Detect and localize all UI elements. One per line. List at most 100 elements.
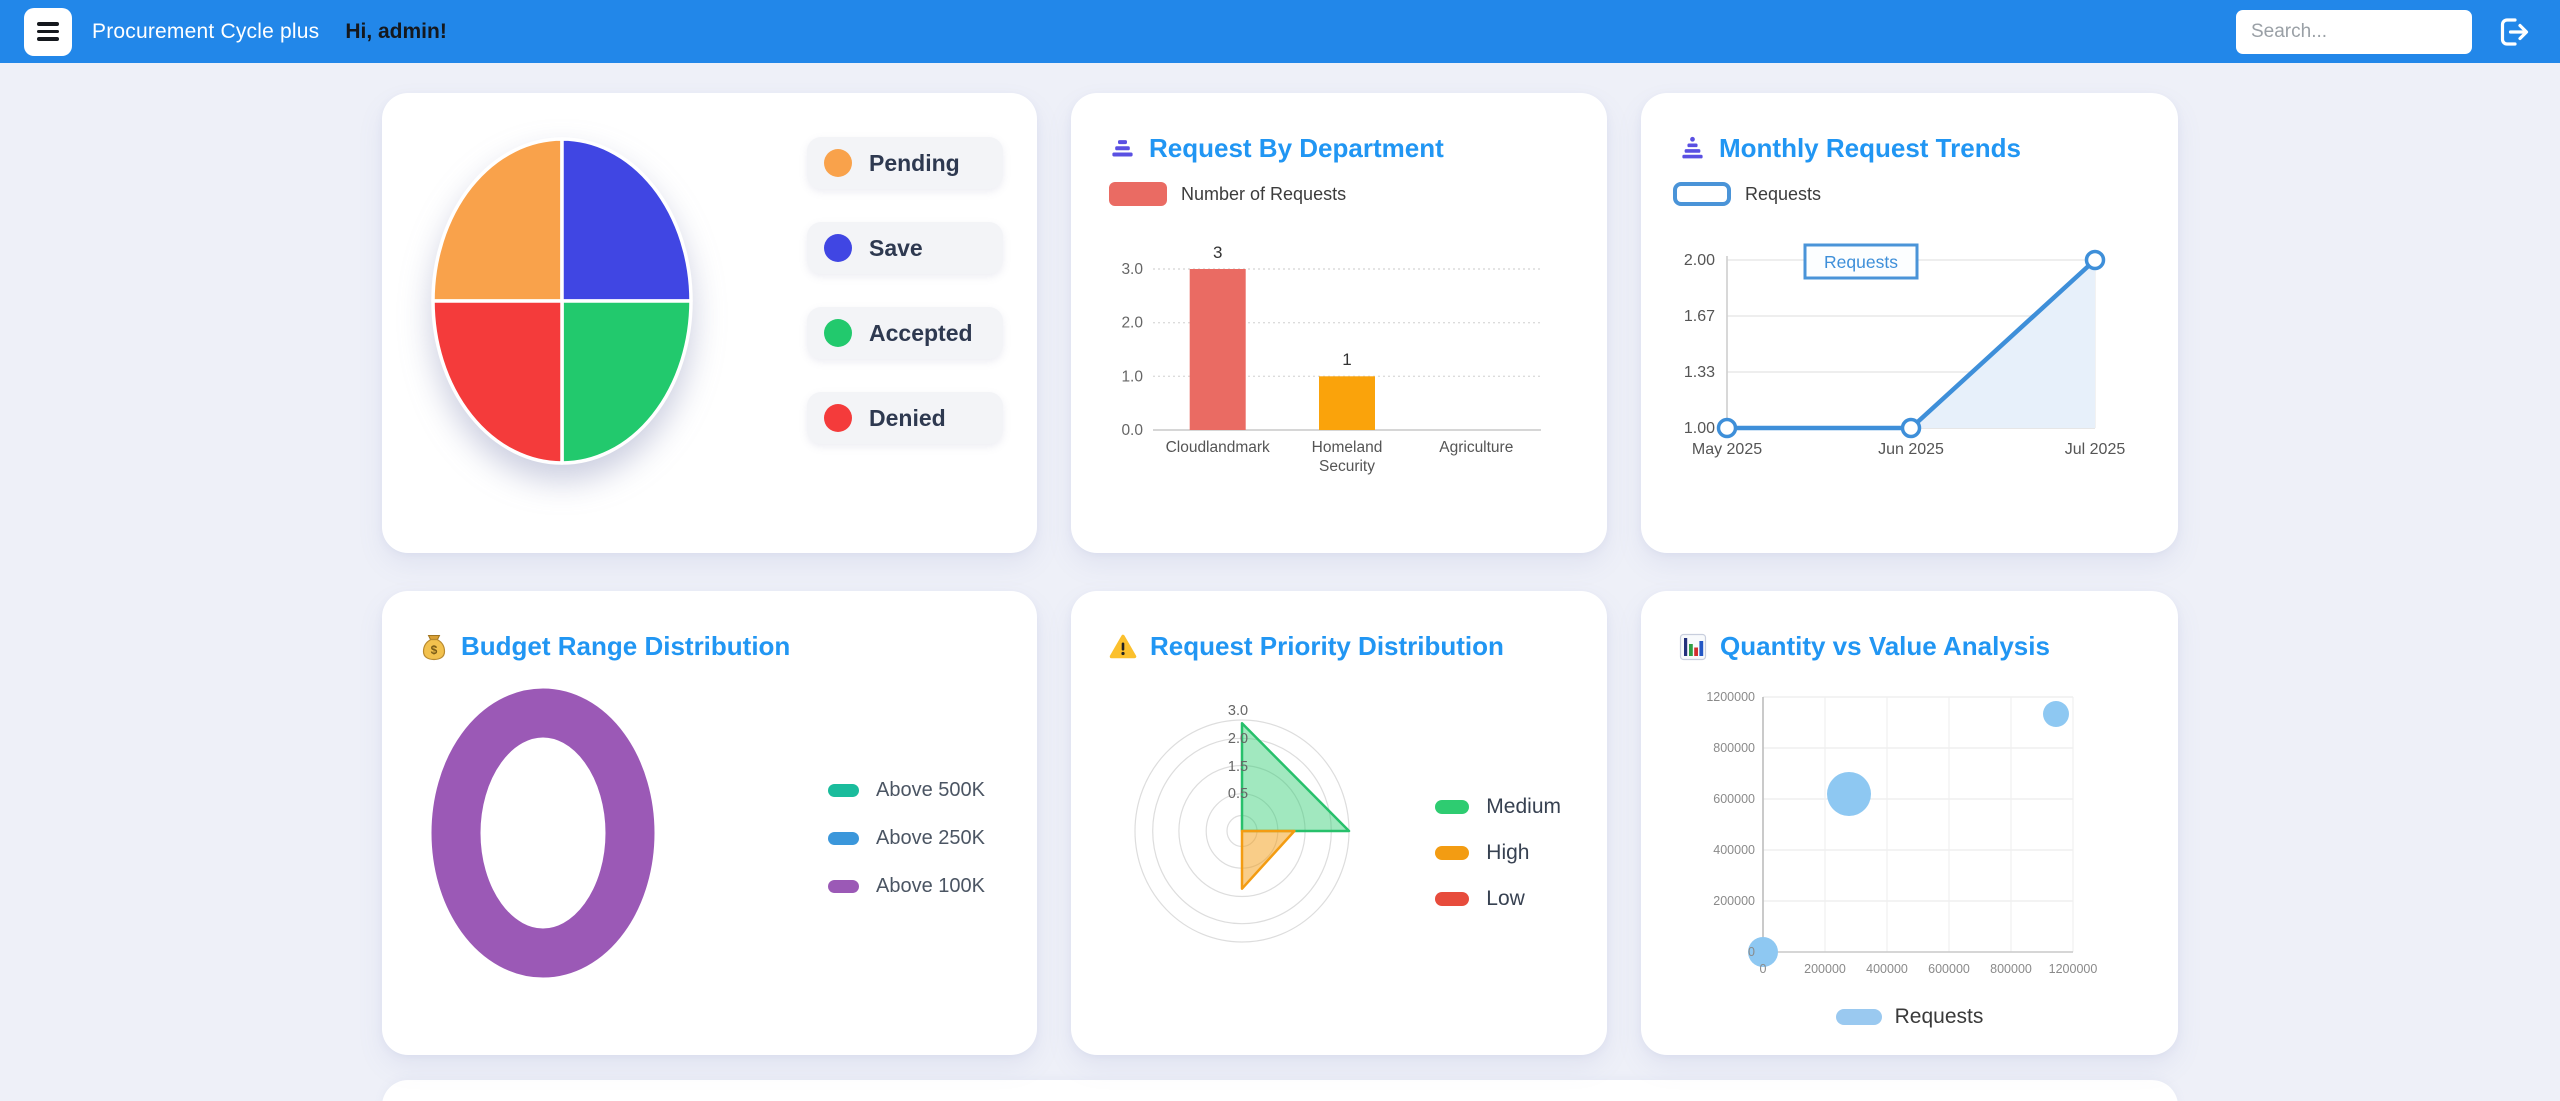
series-medium [1240,722,1351,833]
status-pie-chart [431,137,693,465]
logout-icon [2500,17,2529,46]
pie-slice-denied [431,299,564,465]
top-navbar: Procurement Cycle plus Hi, admin! [0,0,2560,63]
svg-text:600000: 600000 [1928,962,1970,976]
bar-chart-color-icon [1679,633,1707,660]
menu-button[interactable] [24,7,72,56]
logout-button[interactable] [2494,12,2534,52]
bar-cloudlandmark [1189,269,1246,430]
medium-swatch [1435,800,1470,814]
pending-label: Pending [869,149,960,176]
svg-text:800000: 800000 [1990,962,2032,976]
card-title: Request Priority Distribution [1150,631,1504,661]
card-title: Quantity vs Value Analysis [1720,631,2050,661]
requests-swatch [1109,182,1167,206]
legend-above-250k[interactable]: Above 250K [828,827,985,850]
card-budget-range: $ Budget Range Distribution Above 500K A… [382,591,1037,1055]
xtick-cloudlandmark: Cloudlandmark [1166,439,1270,456]
legend-low[interactable]: Low [1435,887,1561,911]
search-box [2236,9,2472,54]
above-100k-swatch [828,880,860,893]
pie-slice-accepted [560,299,693,465]
xtick-jul: Jul 2025 [2065,441,2126,458]
pie-slice-pending [431,137,564,303]
status-legend: Pending Save Accepted Denied [807,137,1003,444]
legend-item-pending[interactable]: Pending [807,137,1003,189]
card-request-priority: Request Priority Distribution 3.0 2.0 1.… [1071,591,1607,1055]
card-title: Request By Department [1149,133,1444,163]
warning-icon [1109,634,1137,658]
search-input[interactable] [2236,9,2472,54]
legend-high[interactable]: High [1435,841,1561,865]
svg-text:1200000: 1200000 [1706,690,1755,704]
area-fill [1727,260,2095,428]
legend-item-save[interactable]: Save [807,222,1003,274]
hamburger-icon [37,22,59,26]
svg-text:3.0: 3.0 [1121,261,1143,278]
pie-slice-save [560,137,693,303]
xtick-agriculture: Agriculture [1439,439,1513,456]
point-jun [1900,417,1922,439]
card-title: Monthly Request Trends [1719,133,2021,163]
bar-chart-legend[interactable]: Number of Requests [1071,164,1607,206]
legend-medium[interactable]: Medium [1435,795,1561,819]
svg-text:1.0: 1.0 [1121,368,1143,385]
accepted-label: Accepted [869,319,973,346]
requests-hollow-swatch [1673,182,1731,206]
xtick-security: Security [1319,458,1375,475]
series-high [1240,829,1296,890]
card-monthly-request-trends: Monthly Request Trends Requests Requests… [1641,93,2178,553]
svg-text:0.5: 0.5 [1228,786,1248,802]
money-bag-icon: $ [422,634,446,660]
bar-homeland-security [1319,376,1375,430]
svg-text:1.5: 1.5 [1228,759,1248,775]
app-title: Procurement Cycle plus [92,19,320,43]
denied-label: Denied [869,404,946,431]
line-chart-legend[interactable]: Requests [1641,164,2178,206]
svg-text:600000: 600000 [1713,792,1755,806]
save-color-dot [824,234,852,262]
card-title: Budget Range Distribution [461,631,791,661]
svg-text:0: 0 [1760,962,1767,976]
denied-color-dot [824,404,852,432]
svg-text:$: $ [431,643,438,657]
save-label: Save [869,234,923,261]
svg-text:800000: 800000 [1713,741,1755,755]
quantity-value-bubble-chart: 1200000 800000 600000 400000 200000 0 0 … [1706,690,2098,976]
above-500k-swatch [828,784,860,797]
xtick-may: May 2025 [1692,441,1762,458]
card-request-status: Pending Save Accepted Denied [382,93,1037,553]
legend-above-100k[interactable]: Above 100K [828,875,985,898]
priority-legend: Medium High Low [1435,795,1561,911]
bubble-point [1748,937,1778,967]
svg-text:400000: 400000 [1713,843,1755,857]
requests-bubble-swatch [1835,1009,1882,1025]
svg-text:1.00: 1.00 [1684,420,1715,437]
svg-text:1.33: 1.33 [1684,364,1715,381]
next-section-card-top [382,1080,2178,1101]
svg-text:200000: 200000 [1713,894,1755,908]
low-swatch [1435,892,1470,906]
svg-text:2.00: 2.00 [1684,252,1715,269]
card-request-by-department: Request By Department Number of Requests… [1071,93,1607,553]
svg-text:0: 0 [1748,945,1755,959]
budget-donut-chart [431,688,655,978]
bar-value-label: 1 [1342,350,1351,369]
above-250k-swatch [828,832,860,845]
bubble-point [1827,772,1871,816]
pending-color-dot [824,149,852,177]
svg-text:0.0: 0.0 [1121,422,1143,439]
svg-text:1.67: 1.67 [1684,308,1715,325]
dashboard-grid: Pending Save Accepted Denied Requ [382,93,2178,1101]
xtick-jun: Jun 2025 [1878,441,1944,458]
bubble-chart-legend[interactable]: Requests [1641,1005,2178,1029]
legend-item-denied[interactable]: Denied [807,392,1003,444]
svg-text:1200000: 1200000 [2049,962,2098,976]
user-greeting: Hi, admin! [345,19,447,43]
svg-text:2.0: 2.0 [1121,315,1143,332]
legend-above-500k[interactable]: Above 500K [828,779,985,802]
trend-chart-purple-icon [1682,136,1703,159]
legend-item-accepted[interactable]: Accepted [807,307,1003,359]
inplot-label-box [1803,243,1919,280]
trends-line-chart: Requests 2.00 1.67 1.33 1.00 May 2025 Ju… [1684,243,2126,458]
